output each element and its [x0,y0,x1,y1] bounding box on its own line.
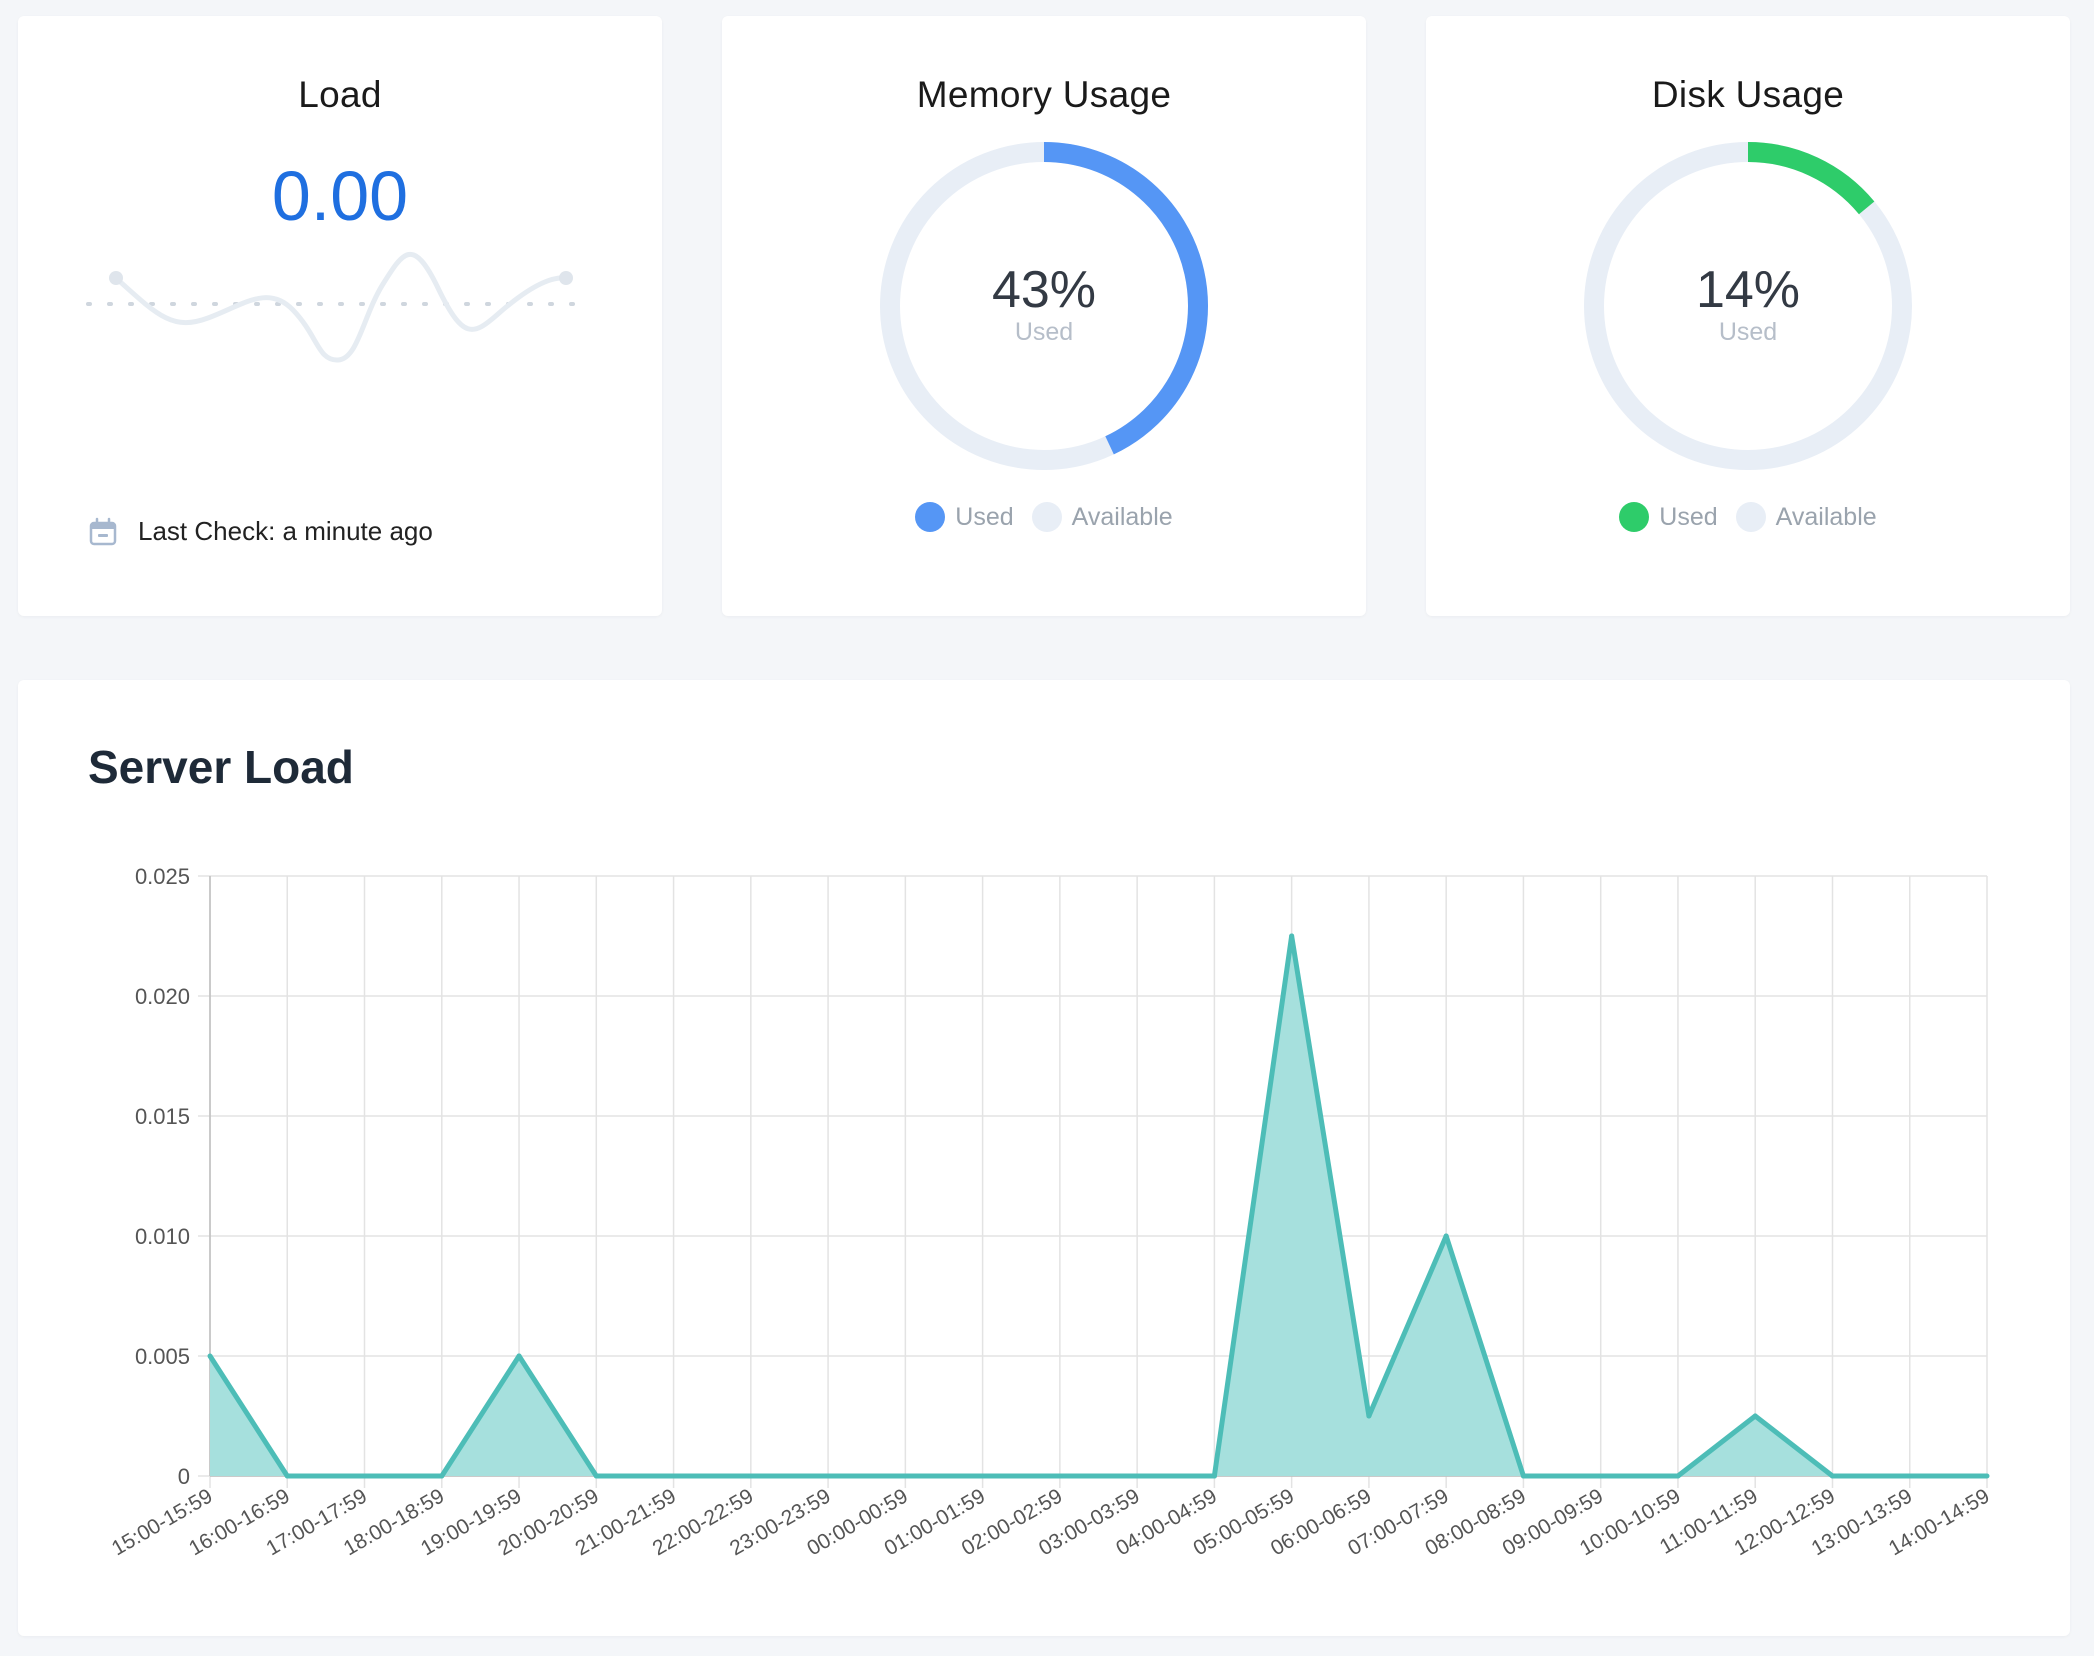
load-sparkline [86,251,594,363]
memory-donut-used-arc [1043,142,1208,455]
server-load-chart: 00.0050.0100.0150.0200.02515:00-15:5916:… [108,864,1994,1560]
data-point [207,1353,213,1359]
memory-donut [880,142,1208,470]
disk-donut-used-arc [1747,142,1875,215]
data-point [1134,1473,1140,1479]
data-point [516,1353,522,1359]
data-point [439,1473,445,1479]
y-tick-label: 0.010 [135,1224,190,1249]
legend-label-available: Available [1071,502,1173,531]
data-point [593,1473,599,1479]
load-title: Load [298,74,382,115]
legend-item-used[interactable]: Used [915,502,1014,532]
data-point [748,1473,754,1479]
data-point [1057,1473,1063,1479]
data-point [1366,1413,1372,1419]
last-check-text: Last Check: a minute ago [138,516,433,546]
legend-dot-used [915,502,946,532]
data-point [1829,1473,1835,1479]
disk-donut-center: 14% Used [1426,264,2070,347]
memory-sub-label: Used [1014,318,1074,346]
memory-usage-card: Memory Usage 43% Used Used Available [722,16,1366,616]
data-point [1211,1473,1217,1479]
disk-legend: Used Available [1426,502,2070,532]
memory-legend: Used Available [722,502,1366,532]
data-point [980,1473,986,1479]
calendar-icon [89,517,117,545]
data-point [1520,1473,1526,1479]
server-load-title: Server Load [88,741,354,793]
disk-percent: 14% [1695,261,1801,319]
y-tick-label: 0.025 [135,864,190,889]
load-card: Load 0.00 Last Check: a minute ago [18,16,662,616]
y-tick-label: 0.020 [135,984,190,1009]
memory-title: Memory Usage [916,74,1172,115]
sparkline-end-dot [559,271,573,285]
sparkline-path [113,251,569,363]
disk-sub-label: Used [1718,318,1778,346]
data-point [1907,1473,1913,1479]
legend-label-used: Used [1659,502,1718,531]
legend-dot-used [1619,502,1650,532]
memory-percent: 43% [991,261,1097,319]
server-load-area [210,936,1987,1476]
y-tick-label: 0.005 [135,1344,190,1369]
data-point [1443,1233,1449,1239]
disk-donut [1584,142,1912,470]
sparkline-start-dot [109,271,123,285]
load-value: 0.00 [271,157,409,235]
data-point [284,1473,290,1479]
memory-donut-center: 43% Used [722,264,1366,347]
data-point [825,1473,831,1479]
disk-usage-card: Disk Usage 14% Used Used Available [1426,16,2070,616]
legend-item-used[interactable]: Used [1619,502,1718,532]
legend-item-available[interactable]: Available [1031,502,1173,532]
last-check: Last Check: a minute ago [88,516,433,547]
disk-title: Disk Usage [1651,74,1845,115]
data-point [1289,933,1295,939]
legend-item-available[interactable]: Available [1735,502,1877,532]
data-point [1675,1473,1681,1479]
data-point [362,1473,368,1479]
data-point [1598,1473,1604,1479]
server-load-line [207,933,1987,1479]
y-tick-label: 0.015 [135,1104,190,1129]
legend-dot-available [1735,502,1766,532]
data-point [902,1473,908,1479]
data-point [1752,1413,1758,1419]
y-tick-label: 0 [178,1464,190,1489]
legend-label-used: Used [955,502,1014,531]
data-point [671,1473,677,1479]
data-point [1984,1473,1990,1479]
legend-dot-available [1031,502,1062,532]
legend-label-available: Available [1775,502,1877,531]
server-load-card: Server Load 0 0.005 0.010 0.015 0.020 0.025 15… [18,680,2070,1636]
